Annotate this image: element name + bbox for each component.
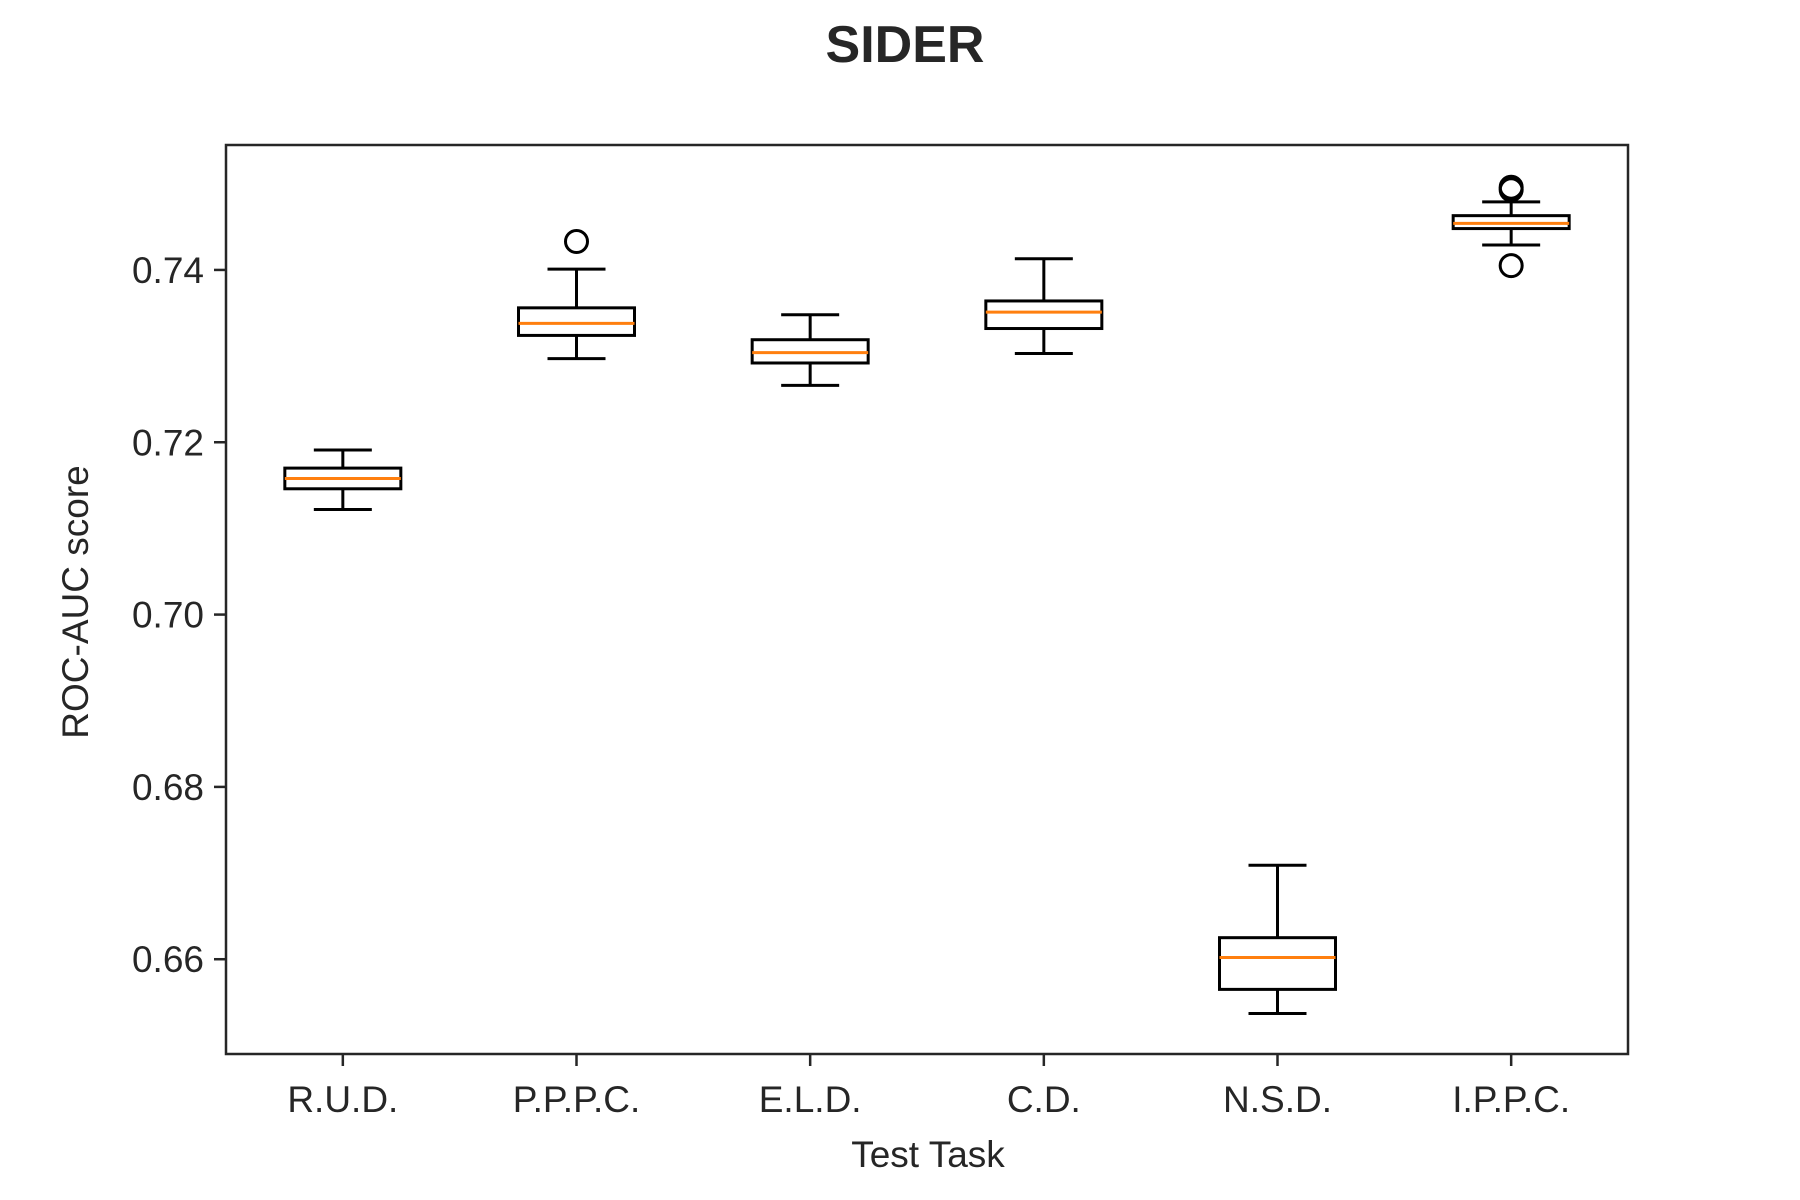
outlier-point: [1498, 174, 1524, 200]
x-tick-label: C.D.: [1007, 1079, 1081, 1120]
x-tick-label: R.U.D.: [287, 1079, 398, 1120]
box-iqr: [984, 299, 1104, 331]
axes-frame: [224, 143, 1630, 1056]
box-iqr: [517, 306, 636, 337]
x-tick-label: N.S.D.: [1223, 1079, 1332, 1120]
y-tick-label: 0.74: [132, 250, 204, 291]
x-axis-label: Test Task: [851, 1134, 1005, 1175]
x-tick-label: I.P.P.C.: [1452, 1079, 1570, 1120]
chart-title: SIDER: [826, 16, 985, 74]
plot-area: 0.66 0.68 0.70 0.72 0.74 R.U.D. P.P.P.C. E.L.D.…: [132, 143, 1630, 1120]
x-tick-label: P.P.P.C.: [513, 1079, 641, 1120]
y-axis-label: ROC-AUC score: [55, 465, 96, 738]
outlier-point: [1498, 253, 1524, 279]
outlier-point: [564, 229, 589, 255]
x-tick-label: E.L.D.: [759, 1079, 862, 1120]
y-tick-label: 0.66: [132, 939, 204, 980]
y-tick-label: 0.72: [132, 422, 204, 463]
y-tick-label: 0.68: [132, 767, 204, 808]
box-iqr: [1218, 936, 1337, 991]
y-tick-label: 0.70: [132, 595, 204, 636]
